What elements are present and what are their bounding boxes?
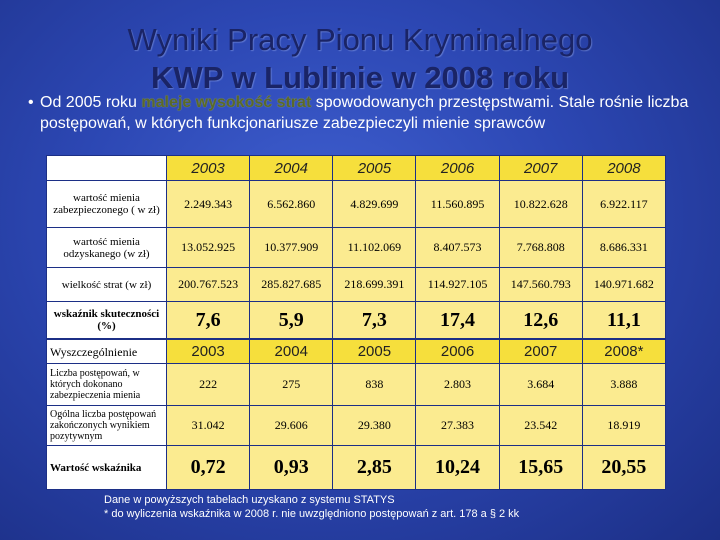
- table-row: Wartość wskaźnika 0,72 0,93 2,85 10,24 1…: [46, 445, 667, 490]
- table-cell: 3.684: [498, 363, 583, 406]
- table-cell: 140.971.682: [581, 267, 667, 302]
- table-proceedings: Wyszczególnienie 2003 2004 2005 2006 200…: [46, 339, 667, 490]
- year-header: 2003: [165, 339, 251, 364]
- table-cell: 7,3: [332, 301, 417, 339]
- table-cell: 222: [165, 363, 251, 406]
- header-label: Wyszczególnienie: [46, 339, 167, 364]
- table-row: Ogólna liczba postępowań zakończonych wy…: [46, 405, 667, 446]
- row-label: Ogólna liczba postępowań zakończonych wy…: [46, 405, 167, 446]
- table-row: wskaźnik skuteczności (%) 7,6 5,9 7,3 17…: [46, 301, 667, 339]
- table-cell: 11,1: [581, 301, 667, 339]
- table-cell: 147.560.793: [498, 267, 583, 302]
- table-cell: 29.606: [249, 405, 334, 446]
- table-cell: 12,6: [498, 301, 583, 339]
- bullet-highlight: maleje wysokość strat: [141, 94, 312, 111]
- table-cell: 838: [332, 363, 417, 406]
- table-cell: 218.699.391: [332, 267, 417, 302]
- table-cell: 5,9: [249, 301, 334, 339]
- table-cell: 0,72: [165, 445, 251, 490]
- table-row: wartość mienia zabezpieczonego ( w zł) 2…: [46, 180, 667, 228]
- table-cell: 11.560.895: [415, 180, 500, 228]
- year-header: 2007: [498, 339, 583, 364]
- table-cell: 3.888: [581, 363, 667, 406]
- table-property-values: 2003 2004 2005 2006 2007 2008 wartość mi…: [46, 155, 667, 339]
- year-header: 2004: [249, 339, 334, 364]
- table-cell: 18.919: [581, 405, 667, 446]
- year-header: 2006: [415, 339, 500, 364]
- table-cell: 10.822.628: [498, 180, 583, 228]
- table-cell: 114.927.105: [415, 267, 500, 302]
- footnote-asterisk: * do wyliczenia wskaźnika w 2008 r. nie …: [104, 508, 520, 520]
- table-cell: 6.562.860: [249, 180, 334, 228]
- table-cell: 7,6: [165, 301, 251, 339]
- row-label: Liczba postępowań, w których dokonano za…: [46, 363, 167, 406]
- bullet-paragraph: • Od 2005 roku maleje wysokość strat spo…: [28, 92, 698, 134]
- table-cell: 23.542: [498, 405, 583, 446]
- row-label: wielkość strat (w zł): [46, 267, 167, 302]
- year-header: 2003: [165, 155, 251, 181]
- slide-title-line-1: Wyniki Pracy Pionu Kryminalnego: [127, 22, 593, 57]
- table-cell: 10.377.909: [249, 227, 334, 268]
- year-header: 2008*: [581, 339, 667, 364]
- table-cell: 8.407.573: [415, 227, 500, 268]
- bullet-dot-icon: •: [28, 94, 34, 111]
- table-cell: 4.829.699: [332, 180, 417, 228]
- table-cell: 29.380: [332, 405, 417, 446]
- table-cell: 7.768.808: [498, 227, 583, 268]
- table-cell: 8.686.331: [581, 227, 667, 268]
- table-cell: 0,93: [249, 445, 334, 490]
- table-cell: 13.052.925: [165, 227, 251, 268]
- year-header: 2005: [332, 155, 417, 181]
- table-row: wartość mienia odzyskanego (w zł) 13.052…: [46, 227, 667, 268]
- table-cell: 31.042: [165, 405, 251, 446]
- row-label: wartość mienia zabezpieczonego ( w zł): [46, 180, 167, 228]
- table-header-row: 2003 2004 2005 2006 2007 2008: [46, 155, 667, 181]
- row-label: Wartość wskaźnika: [46, 445, 167, 490]
- slide-title-line-2: KWP w Lublinie w 2008 roku: [150, 60, 569, 95]
- table-cell: 10,24: [415, 445, 500, 490]
- table-cell: 2.803: [415, 363, 500, 406]
- table-row: Liczba postępowań, w których dokonano za…: [46, 363, 667, 406]
- header-empty-cell: [46, 155, 167, 181]
- year-header: 2004: [249, 155, 334, 181]
- year-header: 2006: [415, 155, 500, 181]
- table-cell: 275: [249, 363, 334, 406]
- table-cell: 11.102.069: [332, 227, 417, 268]
- row-label: wartość mienia odzyskanego (w zł): [46, 227, 167, 268]
- row-label: wskaźnik skuteczności (%): [46, 301, 167, 339]
- bullet-text-end: spowodowanych przestępstwami. Stale rośn…: [40, 94, 689, 132]
- table-cell: 20,55: [581, 445, 667, 490]
- table-cell: 17,4: [415, 301, 500, 339]
- table-cell: 2.249.343: [165, 180, 251, 228]
- table-cell: 15,65: [498, 445, 583, 490]
- table-cell: 2,85: [332, 445, 417, 490]
- table-cell: 200.767.523: [165, 267, 251, 302]
- table-header-row: Wyszczególnienie 2003 2004 2005 2006 200…: [46, 339, 667, 364]
- table-cell: 27.383: [415, 405, 500, 446]
- table-cell: 285.827.685: [249, 267, 334, 302]
- year-header: 2007: [498, 155, 583, 181]
- bullet-text-start: Od 2005 roku: [40, 94, 142, 111]
- year-header: 2008: [581, 155, 667, 181]
- table-row: wielkość strat (w zł) 200.767.523 285.82…: [46, 267, 667, 302]
- footnote-source: Dane w powyższych tabelach uzyskano z sy…: [104, 494, 395, 506]
- footnote: Dane w powyższych tabelach uzyskano z sy…: [104, 493, 519, 521]
- table-cell: 6.922.117: [581, 180, 667, 228]
- year-header: 2005: [332, 339, 417, 364]
